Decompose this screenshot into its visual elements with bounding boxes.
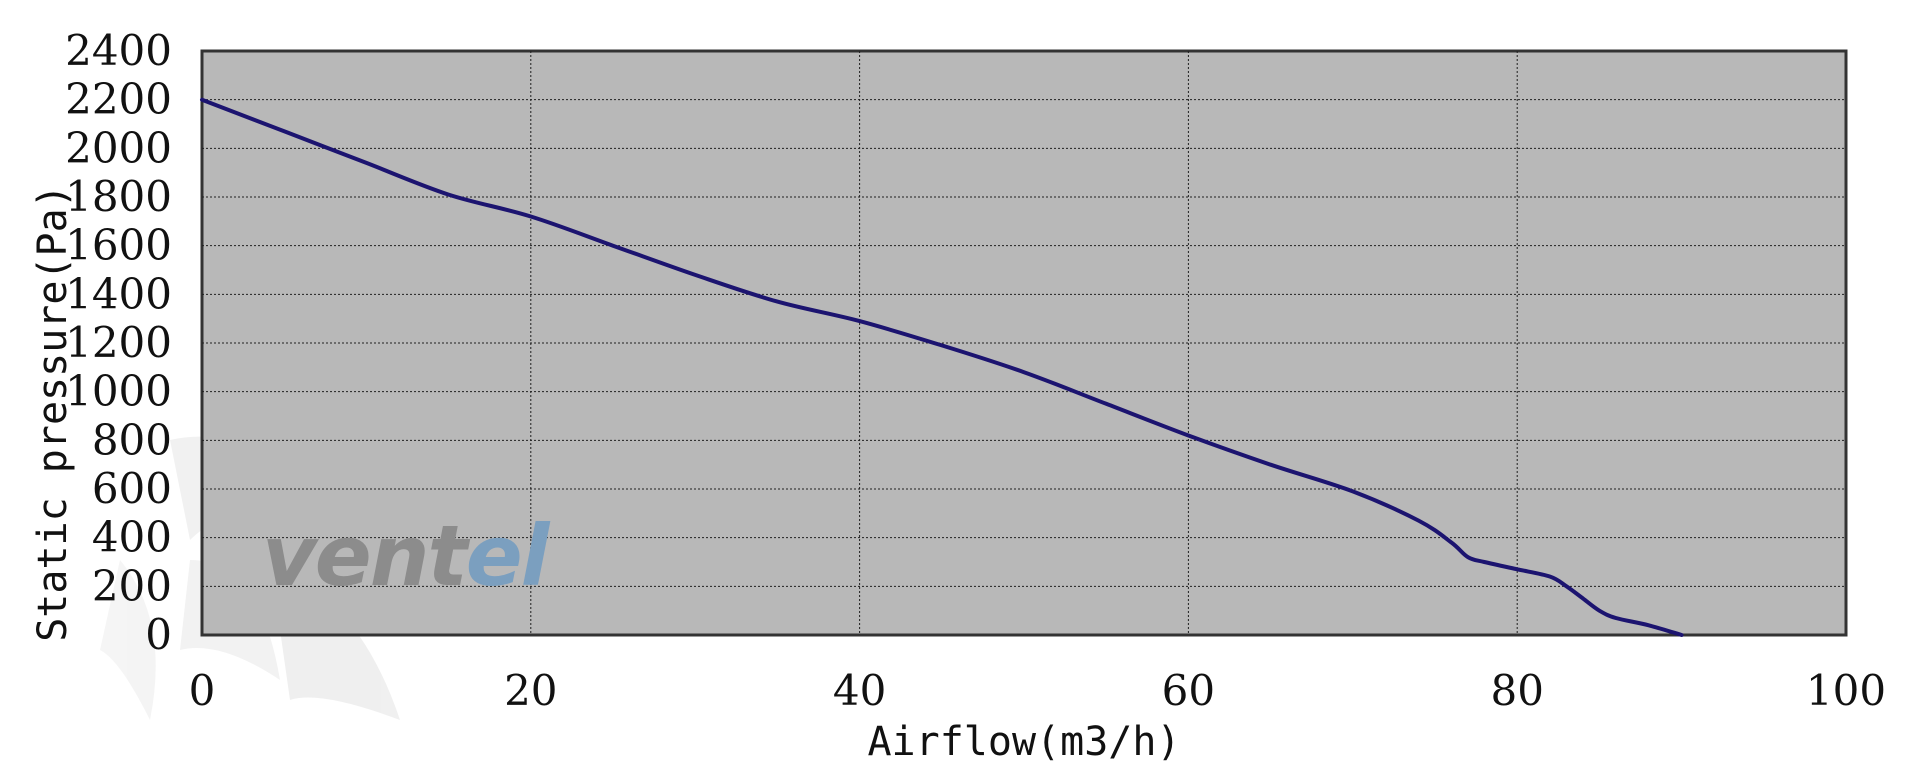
- grid-lines: [202, 51, 1846, 635]
- svg-text:ventel: ventel: [262, 507, 551, 605]
- y-tick-label: 1200: [65, 318, 172, 367]
- y-axis-title: Static pressure(Pa): [30, 184, 76, 642]
- x-tick-label: 60: [1162, 666, 1215, 715]
- x-tick-label: 0: [189, 666, 216, 715]
- y-tick-label: 800: [92, 415, 172, 464]
- y-tick-label: 1800: [65, 172, 172, 221]
- x-axis-ticks: 0 20 40 60 80 100: [189, 666, 1886, 715]
- x-axis-title: Airflow(m3/h): [867, 719, 1180, 765]
- series-layer: [200, 97, 1684, 637]
- y-axis-ticks: 0200400600800100012001400160018002000220…: [65, 26, 172, 659]
- y-tick-label: 1000: [65, 367, 172, 416]
- watermark-part1: vent: [262, 507, 471, 605]
- x-tick-label: 80: [1490, 666, 1543, 715]
- y-tick-label: 0: [145, 610, 172, 659]
- x-tick-label: 20: [504, 666, 557, 715]
- y-tick-label: 2400: [65, 26, 172, 75]
- y-tick-label: 2000: [65, 123, 172, 172]
- y-tick-label: 1600: [65, 221, 172, 270]
- y-tick-label: 200: [92, 561, 172, 610]
- y-tick-label: 1400: [65, 269, 172, 318]
- x-tick-label: 40: [833, 666, 886, 715]
- ventel-watermark-logo: ventel: [262, 507, 553, 605]
- y-tick-label: 600: [92, 464, 172, 513]
- x-tick-label: 100: [1806, 666, 1886, 715]
- y-tick-label: 2200: [65, 75, 172, 124]
- watermark-part2: el: [466, 507, 551, 605]
- series-line-0: [200, 97, 1684, 637]
- y-tick-label: 400: [92, 513, 172, 562]
